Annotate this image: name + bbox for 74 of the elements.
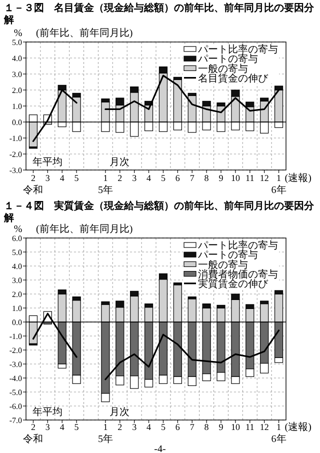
y-tick-label: -3.0	[9, 360, 22, 369]
annotation: 月次	[109, 407, 130, 418]
x-tick-label: 12	[260, 173, 269, 183]
y-tick-label: 1.0	[12, 304, 22, 313]
y-tick-label: -2.0	[9, 150, 22, 159]
x-tick-label: 1 6年	[271, 173, 286, 196]
x-tick-label: 6	[175, 173, 180, 183]
y-tick-label: -3.0	[9, 166, 22, 175]
x-tick-label: 11	[246, 173, 254, 183]
x-tick-label: 10	[230, 422, 240, 432]
y-tick-label: 4.0	[12, 262, 22, 271]
y-tick-label: 3.0	[12, 70, 22, 79]
x-tick-label: 2 令和	[23, 173, 44, 196]
x-tick-label: 5	[160, 422, 166, 432]
y-tick-label: 0.0	[12, 118, 22, 127]
y-tick-label: 5.0	[12, 38, 22, 47]
chart-title: １－３図 名目賃金（現金給与総額）の前年比、前年同月比の要因分解	[3, 2, 315, 26]
x-tick-label: 5	[160, 173, 166, 183]
legend-label: 実質賃金の伸び	[198, 278, 269, 290]
x-tick-label: 2 令和	[23, 422, 44, 445]
annotation: 月次	[109, 157, 130, 168]
x-tick-label: 5	[74, 173, 80, 183]
legend-label: 消費者物価の寄与	[198, 268, 278, 280]
x-tick-label: 8	[204, 422, 210, 432]
x-tick-label: 3	[45, 422, 50, 432]
annotation: 年平均	[32, 156, 63, 168]
x-tick-label: 5	[74, 422, 80, 432]
y-tick-label: -1.0	[9, 332, 22, 341]
x-tick-label: 7	[190, 422, 195, 432]
y-tick-label: 4.0	[12, 54, 22, 63]
y-tick-label: 2.0	[12, 86, 22, 95]
y-tick-label: 0.0	[12, 318, 22, 327]
y-tick-label: 6.0	[12, 234, 22, 243]
y-axis-title: %	[14, 28, 22, 39]
x-tick-label: 6	[175, 422, 180, 432]
x-tick-label: 4	[60, 422, 65, 432]
y-tick-label: -2.0	[9, 346, 22, 355]
x-tick-label: 1 6年	[271, 422, 286, 445]
x-tick-label: 3	[132, 422, 138, 432]
y-tick-label: -4.0	[9, 374, 22, 383]
x-tick-label: 1 5年	[98, 422, 113, 445]
x-tick-label: 2	[118, 173, 122, 183]
x-tick-label: 2	[118, 422, 122, 432]
y-tick-label: 3.0	[12, 276, 22, 285]
text: (速報)	[284, 421, 312, 433]
legend-label: 一般の寄与	[198, 62, 248, 75]
x-tick-label: 3	[45, 173, 50, 183]
x-tick-label: 1 5年	[98, 173, 113, 196]
y-tick-label: 5.0	[12, 248, 22, 257]
x-tick-label: 4	[60, 173, 65, 183]
x-tick-label: 4	[146, 173, 152, 183]
x-tick-label: 9	[218, 422, 224, 432]
y-tick-label: -7.0	[9, 416, 22, 425]
x-tick-label: 3	[132, 173, 138, 183]
y-tick-label: -1.0	[9, 134, 22, 143]
x-tick-label: 10	[230, 173, 240, 183]
x-tick-label: 4	[146, 422, 152, 432]
y-tick-label: 1.0	[12, 102, 22, 111]
y-tick-label: -5.0	[9, 388, 22, 397]
chart-title: １－４図 実質賃金（現金給与総額）の前年比、前年同月比の要因分解	[3, 200, 315, 224]
x-tick-label: 11	[246, 422, 254, 432]
y-tick-label: -6.0	[9, 402, 22, 411]
annotation: 年平均	[32, 406, 63, 418]
chart-subtitle: (前年比、前年同月比)	[36, 223, 133, 235]
y-axis-title: %	[14, 224, 22, 235]
text: -4-	[154, 444, 166, 453]
chart-subtitle: (前年比、前年同月比)	[36, 27, 133, 39]
y-tick-label: 2.0	[12, 290, 22, 299]
x-tick-label: 7	[190, 173, 195, 183]
x-tick-label: 8	[204, 173, 210, 183]
x-tick-label: 12	[260, 422, 269, 432]
x-tick-label: 9	[218, 173, 224, 183]
legend-label: 名目賃金の伸び	[198, 72, 269, 84]
text: (速報)	[284, 172, 312, 184]
